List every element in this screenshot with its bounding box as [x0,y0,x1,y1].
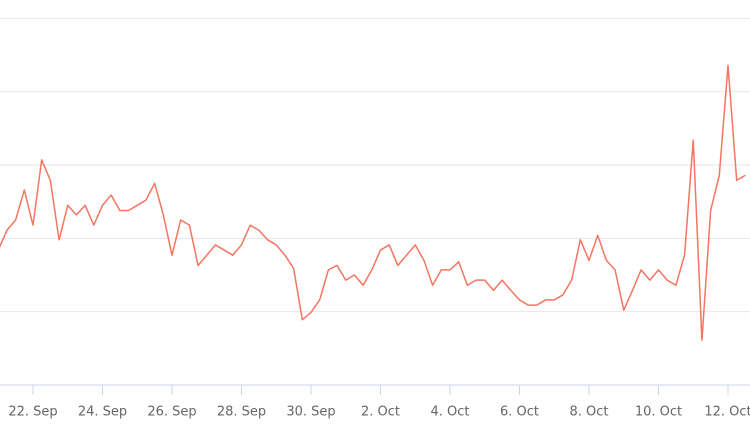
x-tick-label: 28. Sep [217,405,266,420]
x-tick-label: 30. Sep [286,405,335,420]
x-tick-label: 8. Oct [569,405,608,420]
x-tick-label: 22. Sep [8,405,57,420]
x-tick-label: 26. Sep [147,405,196,420]
x-tick-label: 24. Sep [78,405,127,420]
x-tick-label: 6. Oct [500,405,539,420]
x-tick-label: 2. Oct [361,405,400,420]
x-tick-label: 4. Oct [430,405,469,420]
data-line [0,64,746,342]
x-tick-label: 12. Oct [704,405,750,420]
x-tick-label: 10. Oct [635,405,682,420]
